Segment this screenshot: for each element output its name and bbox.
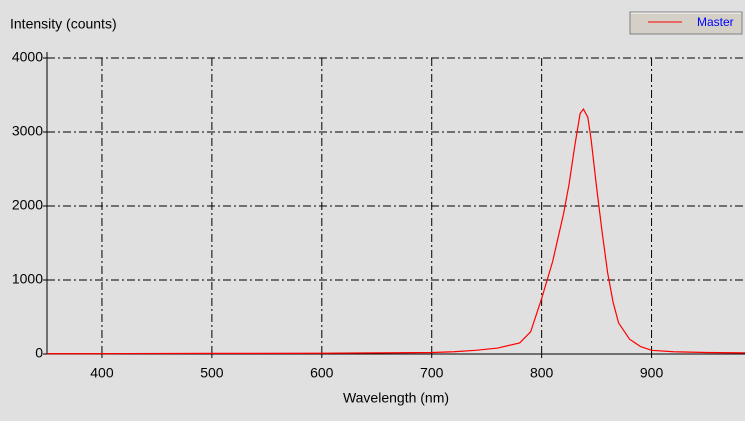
- legend-label: Master: [697, 15, 734, 29]
- x-tick-label: 900: [640, 365, 664, 381]
- y-tick-label: 1000: [12, 271, 43, 287]
- y-axis-label: Intensity (counts): [10, 16, 117, 32]
- legend-box: [629, 11, 743, 35]
- x-axis-label: Wavelength (nm): [343, 390, 449, 406]
- y-tick-label: 2000: [12, 197, 43, 213]
- x-tick-label: 700: [420, 365, 444, 381]
- x-tick-label: 800: [530, 365, 554, 381]
- data-line: [47, 107, 745, 355]
- y-tick-label: 4000: [12, 49, 43, 65]
- x-tick-label: 400: [90, 365, 114, 381]
- y-tick-label: 0: [35, 345, 43, 361]
- x-tick-label: 600: [310, 365, 334, 381]
- legend[interactable]: Master: [629, 11, 743, 35]
- y-tick-label: 3000: [12, 123, 43, 139]
- x-tick-label: 500: [200, 365, 224, 381]
